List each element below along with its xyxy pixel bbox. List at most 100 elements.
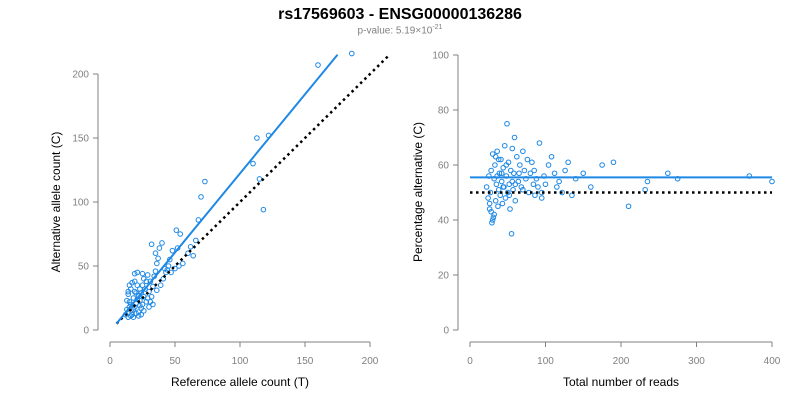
plot1-y-tick-label: 50 <box>78 262 90 273</box>
plot1-data-point <box>169 247 176 254</box>
plot2-y-tick-label: 40 <box>438 216 450 227</box>
plot2-x-tick-label: 400 <box>764 356 781 367</box>
plot1-y-tick-label: 150 <box>72 134 89 145</box>
plot2-x-tick-label: 200 <box>613 356 630 367</box>
plot1-data-point <box>202 178 208 185</box>
plot2-data-point <box>504 189 511 196</box>
plot1-data-point <box>180 260 186 267</box>
plot2-data-point <box>529 159 535 166</box>
plot1-data-point <box>260 206 267 213</box>
plot1-y-tick-label: 200 <box>72 70 89 81</box>
plot2-data-point <box>665 170 671 177</box>
plot1-data-point <box>128 313 134 319</box>
plot1-data-point <box>124 297 130 304</box>
plot2-data-point <box>531 167 537 174</box>
plot2-data-point <box>559 189 565 196</box>
plot2-y-axis-label: Percentage alternative (C) <box>411 122 425 262</box>
plot1-x-tick-label: 50 <box>169 356 181 367</box>
plot1-data-point <box>134 282 141 289</box>
plot2-data-point <box>492 153 499 160</box>
plot1-data-point <box>146 288 152 295</box>
plot1-data-point <box>144 272 151 278</box>
plot2-data-point <box>565 159 571 166</box>
plot2-data-point <box>769 178 775 185</box>
plot2-data-point <box>489 151 496 157</box>
plot2-data-point <box>535 184 541 190</box>
plot1-data-point <box>159 240 165 246</box>
plot2-data-point <box>504 120 510 127</box>
plot1-data-point <box>133 290 139 296</box>
plot2-data-point <box>494 148 500 155</box>
plot2-data-point <box>532 192 538 199</box>
plot2-data-point <box>492 197 499 204</box>
plot1-data-point <box>254 135 260 141</box>
plot2-y-tick-label: 0 <box>443 326 449 337</box>
plot1-data-point <box>165 263 172 269</box>
plot1-data-point <box>146 304 152 310</box>
plot2-data-point <box>515 178 522 185</box>
plot2-data-point <box>495 203 501 210</box>
plot1-data-point <box>190 252 196 259</box>
plot2-data-point <box>517 162 523 168</box>
plot1-y-tick-label: 100 <box>72 198 89 209</box>
plot2-data-point <box>495 156 502 163</box>
plot1-data-point <box>349 50 355 57</box>
plot2-data-point <box>500 164 507 171</box>
plot2-data-point <box>498 178 505 185</box>
plot1-data-point <box>250 160 256 167</box>
plot1-y-axis-label: Alternative allele count (C) <box>49 132 63 273</box>
plot1-data-point <box>193 237 199 244</box>
plot2-data-point <box>508 230 515 237</box>
plot2-x-tick-label: 300 <box>688 356 705 367</box>
plot2-data-point <box>502 195 509 201</box>
plot1-data-point <box>173 227 180 233</box>
p-value-text: p-value: 5.19×10 <box>357 25 433 37</box>
plot1-x-tick-label: 200 <box>362 356 379 367</box>
p-value-exponent: -21 <box>432 24 443 31</box>
plot2-data-point <box>554 184 560 190</box>
plot1-data-point <box>256 176 263 182</box>
plot2-data-point <box>516 170 522 177</box>
plot2-data-point <box>569 192 575 199</box>
plot2-data-point <box>509 178 516 185</box>
plot2-data-point <box>488 208 494 215</box>
plot2-data-point <box>580 170 587 177</box>
plot2-data-point <box>521 167 528 174</box>
plot1-data-point <box>138 311 144 318</box>
plot2-data-point <box>491 211 497 218</box>
plot1-data-point <box>142 286 148 292</box>
plot1-data-point <box>137 302 143 309</box>
plot2-data-point <box>520 148 526 155</box>
plot1-y-tick-label: 0 <box>83 326 89 337</box>
plot2-data-point <box>498 156 504 163</box>
plot2-x-axis-label: Total number of reads <box>563 375 679 389</box>
plot2-data-point <box>493 181 500 188</box>
plot1-data-point <box>138 290 144 296</box>
plot1-data-point <box>157 282 164 289</box>
plot1-data-point <box>152 250 159 256</box>
plot2-data-point <box>509 145 516 152</box>
plot2-data-point <box>514 153 520 160</box>
plot2-data-point <box>486 206 493 212</box>
plot2-data-point <box>542 181 549 188</box>
plot2-data-point <box>483 184 490 190</box>
plot2-data-point <box>625 203 632 210</box>
plot2-data-point <box>536 140 543 146</box>
plot2-data-point <box>507 167 514 174</box>
plot1-x-tick-label: 100 <box>232 356 249 367</box>
plot2-data-point <box>506 181 513 188</box>
plot1-data-point <box>185 250 191 256</box>
plot2-data-point <box>501 142 508 149</box>
plot1-data-point <box>154 260 160 267</box>
plot1-data-point <box>129 279 135 286</box>
plot1-data-point <box>141 276 147 282</box>
plot2-data-point <box>499 200 506 207</box>
plot1-data-point <box>150 301 156 308</box>
plot2-data-point <box>486 200 493 207</box>
plot2-data-point <box>512 181 519 188</box>
plot2-data-point <box>512 197 519 204</box>
plot2-data-point <box>506 192 513 199</box>
plot2-data-point <box>492 162 498 168</box>
plot2-data-point <box>520 186 526 193</box>
